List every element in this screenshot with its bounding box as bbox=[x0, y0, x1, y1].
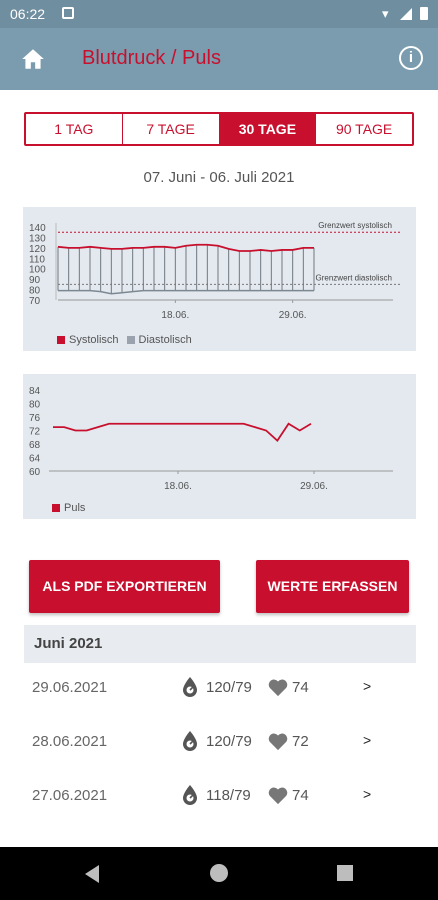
heart-icon bbox=[268, 679, 288, 697]
entry-date: 27.06.2021 bbox=[32, 787, 108, 804]
y-tick-label: 90 bbox=[29, 275, 41, 286]
bp-legend: Systolisch Diastolisch bbox=[57, 334, 192, 346]
blood-pressure-icon bbox=[183, 677, 197, 697]
y-tick-label: 76 bbox=[29, 413, 41, 424]
page-title: Blutdruck / Puls bbox=[82, 47, 221, 69]
x-tick-label: 18.06. bbox=[161, 310, 189, 321]
home-button-icon[interactable] bbox=[210, 864, 228, 882]
date-range: 07. Juni - 06. Juli 2021 bbox=[143, 169, 295, 186]
tab-1-day[interactable]: 1 TAG bbox=[26, 114, 123, 144]
entry-blood-pressure: 120/79 bbox=[206, 679, 252, 696]
export-pdf-button[interactable]: ALS PDF EXPORTIEREN bbox=[29, 560, 220, 613]
app-bar: Blutdruck / Puls i bbox=[0, 28, 438, 90]
heart-icon bbox=[268, 787, 288, 805]
threshold-systolic-label: Grenzwert systolisch bbox=[318, 221, 392, 230]
y-tick-label: 68 bbox=[29, 440, 41, 451]
legend-swatch-pulse bbox=[52, 504, 60, 512]
chevron-right-icon[interactable]: > bbox=[363, 786, 372, 802]
signal-icon bbox=[400, 8, 412, 20]
chevron-right-icon[interactable]: > bbox=[363, 678, 372, 694]
notification-icon bbox=[62, 7, 74, 19]
entry-pulse: 72 bbox=[292, 733, 309, 750]
pulse-line bbox=[53, 422, 312, 442]
blood-pressure-chart: 70 80 90 100 110 120 130 140 Grenzwert systolisc… bbox=[23, 207, 416, 351]
tab-30-days[interactable]: 30 TAGE bbox=[219, 114, 317, 144]
list-item[interactable]: 27.06.2021 118/79 74 > bbox=[24, 771, 416, 825]
list-item[interactable]: 29.06.2021 120/79 74 > bbox=[24, 663, 416, 717]
x-tick-label: 18.06. bbox=[164, 481, 192, 492]
entry-pulse: 74 bbox=[292, 679, 309, 696]
systolic-line bbox=[57, 243, 314, 252]
info-icon[interactable]: i bbox=[399, 46, 423, 70]
wifi-icon: ▾ bbox=[382, 6, 389, 21]
legend-label-diastolic: Diastolisch bbox=[138, 334, 192, 346]
y-tick-label: 80 bbox=[29, 286, 41, 297]
legend-swatch-systolic bbox=[57, 336, 65, 344]
tab-7-days[interactable]: 7 TAGE bbox=[123, 114, 220, 144]
legend-label-pulse: Puls bbox=[64, 502, 86, 514]
recent-apps-icon[interactable] bbox=[337, 865, 353, 881]
y-tick-label: 80 bbox=[29, 400, 41, 411]
x-tick-label: 29.06. bbox=[279, 310, 307, 321]
y-tick-label: 130 bbox=[29, 233, 46, 244]
y-tick-label: 72 bbox=[29, 427, 41, 438]
x-tick-label: 29.06. bbox=[300, 481, 328, 492]
tab-90-days[interactable]: 90 TAGE bbox=[335, 121, 393, 137]
entry-blood-pressure: 120/79 bbox=[206, 733, 252, 750]
y-tick-label: 60 bbox=[29, 467, 41, 478]
pulse-chart: 60 64 68 72 76 80 84 18.06. 29.06. Puls bbox=[23, 374, 416, 519]
y-tick-label: 64 bbox=[29, 454, 41, 465]
y-tick-label: 110 bbox=[29, 254, 45, 265]
diastolic-line bbox=[58, 289, 314, 295]
blood-pressure-icon bbox=[183, 785, 197, 805]
home-icon[interactable] bbox=[20, 46, 46, 72]
month-header: Juni 2021 bbox=[24, 625, 416, 663]
y-tick-label: 84 bbox=[29, 386, 41, 397]
blood-pressure-icon bbox=[183, 731, 197, 751]
battery-icon bbox=[420, 7, 428, 20]
range-tabs: 1 TAG 7 TAGE 30 TAGE 90 TAGE bbox=[24, 112, 414, 146]
entry-pulse: 74 bbox=[292, 787, 309, 804]
entry-date: 29.06.2021 bbox=[32, 679, 108, 696]
legend-swatch-diastolic bbox=[126, 336, 135, 344]
record-values-button[interactable]: WERTE ERFASSEN bbox=[256, 560, 409, 613]
back-icon[interactable] bbox=[85, 865, 99, 883]
pulse-plot: 60 64 68 72 76 80 84 18.06. 29.06. bbox=[29, 386, 393, 492]
threshold-diastolic-label: Grenzwert diastolisch bbox=[316, 273, 392, 282]
y-tick-label: 100 bbox=[29, 265, 46, 276]
y-tick-label: 140 bbox=[29, 223, 46, 234]
heart-icon bbox=[268, 733, 288, 751]
system-navigation-bar bbox=[0, 847, 438, 900]
pulse-legend: Puls bbox=[52, 502, 85, 514]
status-bar: 06:22 ▾ bbox=[0, 0, 438, 28]
y-tick-label: 120 bbox=[29, 244, 46, 255]
y-tick-label: 70 bbox=[29, 296, 41, 307]
chevron-right-icon[interactable]: > bbox=[363, 732, 372, 748]
entry-date: 28.06.2021 bbox=[32, 733, 108, 750]
status-time: 06:22 bbox=[10, 6, 46, 22]
entry-blood-pressure: 118/79 bbox=[206, 787, 251, 804]
legend-label-systolic: Systolisch bbox=[69, 334, 119, 346]
list-item[interactable]: 28.06.2021 120/79 72 > bbox=[24, 717, 416, 771]
